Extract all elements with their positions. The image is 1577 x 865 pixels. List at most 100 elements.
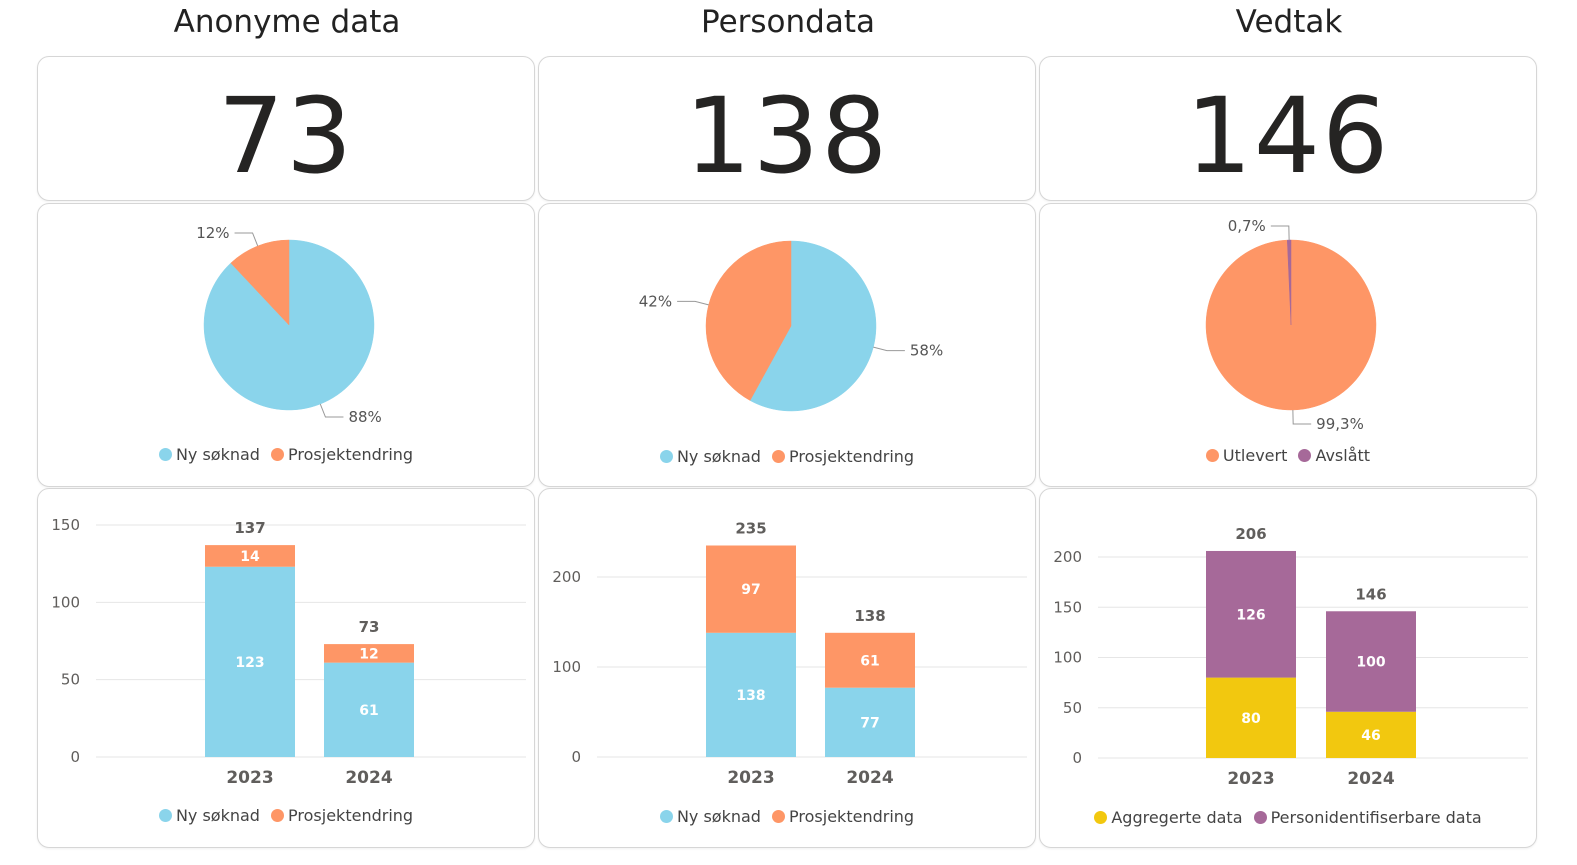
legend-item[interactable]: Utlevert: [1205, 446, 1287, 465]
pie-leader-line: [1270, 225, 1290, 241]
legend-item[interactable]: Prosjektendring: [772, 807, 914, 826]
bar-legend: Ny søknad Prosjektendring: [38, 806, 534, 826]
x-tick-label: 2023: [1227, 769, 1274, 789]
pie-chart-card[interactable]: 99,3% 0,7% Utlevert Avslått: [1039, 203, 1537, 487]
bar-chart[interactable]: 0 100 200 138 97 235 2023 77 61 138 2024: [539, 489, 1037, 849]
x-tick-label: 2023: [727, 768, 774, 788]
pie-data-label: 99,3%: [1316, 415, 1364, 433]
bar-segment[interactable]: [205, 545, 295, 567]
kpi-card[interactable]: 138: [538, 56, 1036, 201]
bar-segment[interactable]: [324, 644, 414, 663]
bar-segment[interactable]: [1206, 677, 1296, 758]
bar-data-label: 61: [359, 703, 378, 719]
legend-dot: [271, 809, 285, 822]
bar-chart[interactable]: 0 50 100 150 123 14 137 2023 61 12 73 2024: [38, 489, 536, 849]
legend-dot: [1205, 449, 1219, 462]
pie-data-label: 0,7%: [1228, 217, 1266, 235]
bar-total-label: 235: [735, 520, 766, 538]
bar-data-label: 126: [1236, 607, 1265, 623]
bar-segment[interactable]: [706, 545, 796, 633]
legend-label: Ny søknad: [175, 806, 260, 825]
pie-chart[interactable]: 99,3% 0,7%: [1040, 204, 1538, 488]
legend-dot: [1094, 811, 1108, 824]
y-tick-label: 0: [1072, 749, 1082, 767]
section-title: Anonyme data: [173, 4, 401, 40]
bar-total-label: 73: [359, 618, 380, 636]
legend-label: Prosjektendring: [789, 807, 915, 826]
y-tick-label: 150: [1053, 598, 1082, 616]
legend-label: Avslått: [1315, 446, 1371, 465]
pie-slice[interactable]: [230, 239, 290, 326]
pie-slice[interactable]: [749, 240, 877, 412]
kpi-card[interactable]: 146: [1039, 56, 1537, 201]
pie-data-label: 88%: [348, 408, 381, 426]
legend-item[interactable]: Aggregerte data: [1094, 808, 1243, 827]
bar-chart[interactable]: 0 50 100 150 200 80 126 206 2023 46 100 146 2024: [1040, 489, 1538, 849]
kpi-card[interactable]: 73: [37, 56, 535, 201]
legend-label: Ny søknad: [676, 807, 761, 826]
x-tick-label: 2023: [226, 768, 273, 788]
y-tick-label: 50: [1063, 699, 1082, 717]
bar-segment[interactable]: [706, 632, 796, 757]
bar-data-label: 138: [736, 688, 765, 704]
pie-leader-line: [873, 346, 905, 352]
bar-segment[interactable]: [1326, 711, 1416, 758]
legend-item[interactable]: Prosjektendring: [271, 445, 413, 464]
pie-slice[interactable]: [705, 240, 792, 401]
bar-chart-card[interactable]: 0 100 200 138 97 235 2023 77 61 138 2024 Ny søknad…: [538, 488, 1036, 848]
legend-item[interactable]: Ny søknad: [659, 447, 761, 466]
pie-chart-card[interactable]: 88% 12% Ny søknad Prosjektendring: [37, 203, 535, 487]
legend-item[interactable]: Prosjektendring: [271, 806, 413, 825]
kpi-value: 146: [1185, 74, 1391, 197]
pie-leader-line: [1292, 409, 1312, 425]
legend-dot: [659, 810, 673, 823]
pie-data-label: 42%: [639, 292, 672, 310]
bar-chart-card[interactable]: 0 50 100 150 200 80 126 206 2023 46 100 146 2024 Agg…: [1039, 488, 1537, 848]
y-tick-label: 0: [571, 748, 581, 766]
legend-label: Ny søknad: [175, 445, 260, 464]
x-tick-label: 2024: [846, 768, 893, 788]
legend-label: Prosjektendring: [789, 447, 915, 466]
bar-data-label: 46: [1361, 728, 1380, 744]
y-tick-label: 100: [1053, 649, 1082, 667]
legend-item[interactable]: Avslått: [1298, 446, 1370, 465]
pie-leader-line: [677, 300, 709, 306]
legend-item[interactable]: Ny søknad: [659, 807, 761, 826]
bar-data-label: 12: [359, 646, 378, 662]
pie-slice[interactable]: [1287, 239, 1292, 326]
kpi-value: 138: [684, 74, 890, 197]
bar-chart-card[interactable]: 0 50 100 150 123 14 137 2023 61 12 73 2024 Ny søkna…: [37, 488, 535, 848]
pie-legend: Ny søknad Prosjektendring: [539, 447, 1035, 467]
bar-segment[interactable]: [825, 632, 915, 688]
bar-data-label: 97: [741, 582, 760, 598]
kpi-value: 73: [217, 74, 355, 197]
legend-item[interactable]: Ny søknad: [158, 806, 260, 825]
bar-segment[interactable]: [1206, 550, 1296, 678]
y-tick-label: 100: [51, 593, 80, 611]
bar-segment[interactable]: [205, 566, 295, 757]
bar-data-label: 77: [860, 715, 879, 731]
column-vedtak: Vedtak 146 99,3% 0,7% Utlevert Avslått 0 5…: [1039, 0, 1539, 865]
legend-dot: [659, 450, 673, 463]
legend-item[interactable]: Personidentifiserbare data: [1253, 808, 1482, 827]
x-tick-label: 2024: [345, 768, 392, 788]
legend-dot: [1298, 449, 1312, 462]
y-tick-label: 200: [552, 568, 581, 586]
legend-item[interactable]: Prosjektendring: [772, 447, 914, 466]
pie-legend: Ny søknad Prosjektendring: [38, 445, 534, 465]
bar-total-label: 146: [1355, 585, 1386, 603]
bar-segment[interactable]: [1326, 611, 1416, 712]
pie-data-label: 58%: [910, 342, 943, 360]
bar-total-label: 206: [1235, 525, 1266, 543]
pie-chart[interactable]: 58% 42%: [539, 204, 1037, 488]
bar-data-label: 100: [1356, 655, 1385, 671]
y-tick-label: 50: [61, 671, 80, 689]
legend-dot: [158, 448, 172, 461]
bar-legend: Aggregerte data Personidentifiserbare da…: [1040, 808, 1536, 828]
pie-chart-card[interactable]: 58% 42% Ny søknad Prosjektendring: [538, 203, 1036, 487]
bar-segment[interactable]: [324, 662, 414, 757]
legend-dot: [772, 810, 786, 823]
bar-segment[interactable]: [825, 687, 915, 757]
pie-chart[interactable]: 88% 12%: [38, 204, 536, 488]
legend-item[interactable]: Ny søknad: [158, 445, 260, 464]
